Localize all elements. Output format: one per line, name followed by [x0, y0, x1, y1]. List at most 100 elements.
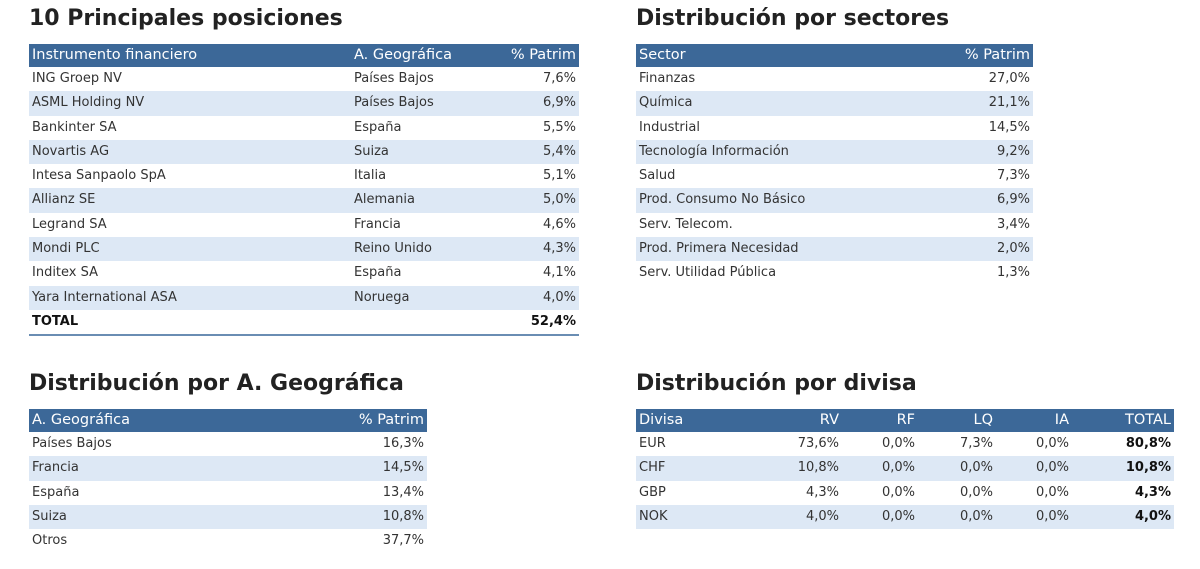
geography-table: A. Geográfica % Patrim Países Bajos 16,3%… [29, 409, 427, 553]
table-row: Serv. Telecom. 3,4% [636, 213, 1033, 237]
table-header-row: Instrumento financiero A. Geográfica % P… [29, 44, 579, 67]
cell-pct: 1,3% [996, 265, 1030, 281]
top-positions-title: 10 Principales posiciones [29, 6, 343, 31]
cell-pct: 5,5% [542, 119, 576, 135]
cell-pct: 6,9% [491, 91, 579, 116]
header-total: TOTAL [1072, 409, 1174, 432]
cell-name: ING Groep NV [32, 71, 122, 86]
cell-pct: 9,2% [936, 139, 1033, 165]
top-positions-table: Instrumento financiero A. Geográfica % P… [29, 44, 579, 337]
cell-rf: 0,0% [842, 456, 918, 481]
cell-name: Otros [32, 533, 68, 549]
cell-name: Industrial [639, 119, 700, 135]
cell-ia: 0,0% [1035, 436, 1069, 451]
cell-rf: 0,0% [881, 484, 915, 500]
cell-pct: 7,3% [996, 168, 1030, 184]
cell-geo: Países Bajos [354, 71, 434, 86]
cell-pct: 16,3% [382, 436, 424, 451]
table-row: CHF 10,8% 0,0% 0,0% 0,0% 10,8% [636, 456, 1174, 481]
table-row: EUR 73,6% 0,0% 7,3% 0,0% 80,8% [636, 432, 1174, 456]
table-row: Legrand SA Francia 4,6% [29, 213, 579, 237]
cell-name: GBP [639, 484, 666, 500]
cell-name: Inditex SA [32, 265, 99, 281]
top-positions-section: 10 Principales posiciones Instrumento fi… [29, 4, 579, 337]
table-row: ING Groep NV Países Bajos 7,6% [29, 67, 579, 91]
table-row: GBP 4,3% 0,0% 0,0% 0,0% 4,3% [636, 481, 1174, 505]
cell-name: Países Bajos [32, 436, 112, 451]
table-header-row: Divisa RV RF LQ IA TOTAL [636, 409, 1174, 432]
cell-name: Tecnología Información [636, 139, 936, 165]
cell-name: EUR [639, 436, 666, 451]
cell-lq: 0,0% [918, 504, 996, 530]
cell-pct: 5,1% [542, 168, 576, 184]
cell-name: ASML Holding NV [29, 91, 351, 116]
cell-rf: 0,0% [842, 504, 918, 530]
cell-pct: 4,0% [491, 285, 579, 310]
cell-rv: 10,8% [764, 456, 842, 481]
total-row: TOTAL 52,4% [29, 309, 579, 337]
cell-name: Allianz SE [29, 188, 351, 213]
table-row: Bankinter SA España 5,5% [29, 116, 579, 140]
sectors-title: Distribución por sectores [636, 6, 950, 31]
cell-pct: 21,1% [936, 91, 1033, 116]
table-row: Tecnología Información 9,2% [636, 139, 1033, 165]
header-rv: RV [764, 409, 842, 432]
cell-geo: Suiza [351, 139, 491, 165]
sectors-table: Sector % Patrim Finanzas 27,0% Química 21,… [636, 44, 1033, 286]
currency-section: Distribución por divisa Divisa RV RF LQ … [636, 369, 1174, 530]
cell-lq: 0,0% [959, 484, 993, 500]
table-row: Allianz SE Alemania 5,0% [29, 188, 579, 213]
cell-pct: 5,0% [491, 188, 579, 213]
table-row: NOK 4,0% 0,0% 0,0% 0,0% 4,0% [636, 504, 1174, 530]
cell-pct: 13,4% [382, 484, 424, 500]
cell-name: Prod. Primera Necesidad [636, 237, 936, 262]
cell-name: Legrand SA [32, 216, 107, 232]
header-geo: A. Geográfica [351, 44, 491, 67]
cell-name: Finanzas [639, 71, 696, 86]
cell-name: Serv. Telecom. [639, 216, 733, 232]
table-row: Otros 37,7% [29, 529, 427, 553]
cell-geo: Reino Unido [351, 237, 491, 262]
table-header-row: Sector % Patrim [636, 44, 1033, 67]
table-row: Francia 14,5% [29, 456, 427, 481]
currency-title: Distribución por divisa [636, 371, 917, 396]
cell-pct: 5,4% [491, 139, 579, 165]
cell-name: Bankinter SA [32, 119, 117, 135]
table-row: Prod. Consumo No Básico 6,9% [636, 188, 1033, 213]
cell-pct: 14,5% [329, 456, 427, 481]
header-pct: % Patrim [491, 44, 579, 67]
header-pct: % Patrim [936, 44, 1033, 67]
table-row: Prod. Primera Necesidad 2,0% [636, 237, 1033, 262]
cell-pct: 4,3% [491, 237, 579, 262]
table-row: Yara International ASA Noruega 4,0% [29, 285, 579, 310]
cell-rv: 73,6% [797, 436, 839, 451]
cell-name: NOK [636, 504, 764, 530]
table-header-row: A. Geográfica % Patrim [29, 409, 427, 432]
cell-rv: 4,0% [764, 504, 842, 530]
header-currency: Divisa [636, 409, 764, 432]
cell-ia: 0,0% [996, 456, 1072, 481]
table-row: Finanzas 27,0% [636, 67, 1033, 91]
table-row: Países Bajos 16,3% [29, 432, 427, 456]
header-ia: IA [996, 409, 1072, 432]
total-pct: 52,4% [491, 309, 579, 337]
cell-total: 10,8% [1072, 456, 1174, 481]
cell-geo: Italia [354, 168, 387, 184]
total-empty [351, 309, 491, 337]
cell-geo: Alemania [351, 188, 491, 213]
cell-geo: España [354, 265, 402, 281]
cell-geo: Francia [354, 216, 401, 232]
cell-name: Química [636, 91, 936, 116]
table-row: Intesa Sanpaolo SpA Italia 5,1% [29, 164, 579, 188]
table-row: España 13,4% [29, 481, 427, 505]
table-row: ASML Holding NV Países Bajos 6,9% [29, 91, 579, 116]
cell-name: CHF [636, 456, 764, 481]
cell-name: Serv. Utilidad Pública [639, 265, 777, 281]
cell-rf: 0,0% [881, 436, 915, 451]
cell-name: Prod. Consumo No Básico [636, 188, 936, 213]
cell-pct: 37,7% [382, 533, 424, 549]
table-row: Salud 7,3% [636, 164, 1033, 188]
cell-ia: 0,0% [996, 504, 1072, 530]
cell-pct: 27,0% [988, 71, 1030, 86]
cell-pct: 7,6% [542, 71, 576, 86]
